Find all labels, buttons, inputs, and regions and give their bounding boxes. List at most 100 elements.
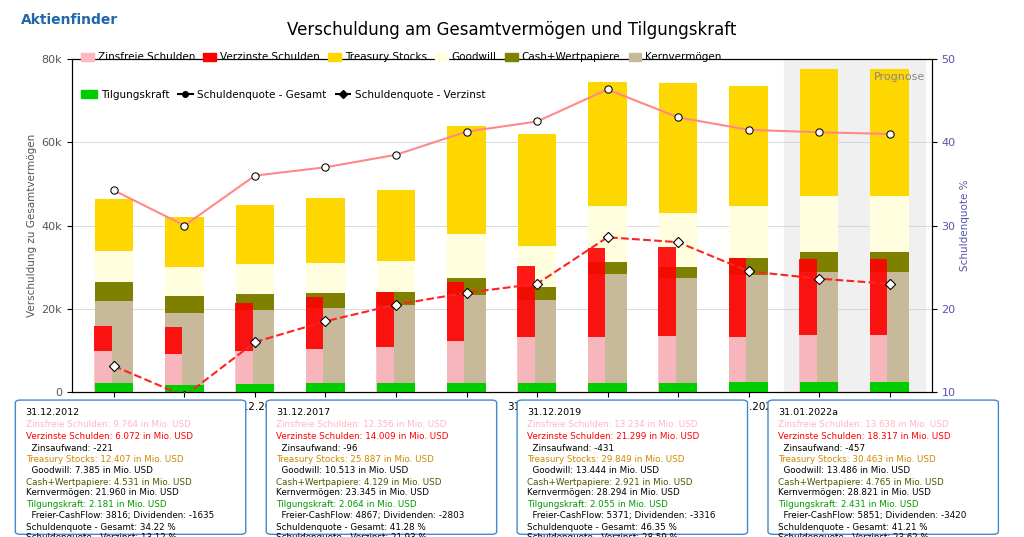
Point (317, 317, 334, 325)
Text: Cash+Wertpapiere: 4.129 in Mio. USD: Cash+Wertpapiere: 4.129 in Mio. USD (276, 478, 442, 487)
Bar (588, 337, 605, 392)
Bar (588, 274, 627, 392)
Point (740, 126, 757, 134)
Bar (800, 252, 839, 272)
Text: Schuldenquote - Gesamt: 41.21 %: Schuldenquote - Gesamt: 41.21 % (778, 523, 928, 532)
Text: Cash+Wertpapiere: 2.921 in Mio. USD: Cash+Wertpapiere: 2.921 in Mio. USD (527, 478, 693, 487)
Text: Kernvermögen: 28.294 in Mio. USD: Kernvermögen: 28.294 in Mio. USD (527, 489, 680, 497)
Bar (236, 264, 274, 294)
Point (811, 274, 827, 283)
Text: Prognose: Prognose (873, 72, 925, 82)
Bar (800, 196, 839, 252)
Text: Zinsfreie Schulden: 13.638 in Mio. USD: Zinsfreie Schulden: 13.638 in Mio. USD (778, 420, 949, 429)
Bar (377, 262, 416, 292)
Text: Cash+Wertpapiere: 4.531 in Mio. USD: Cash+Wertpapiere: 4.531 in Mio. USD (26, 478, 191, 487)
Bar (658, 278, 697, 392)
Text: Goodwill: 13.486 in Mio. USD: Goodwill: 13.486 in Mio. USD (778, 466, 910, 475)
Bar (783, 59, 925, 392)
Point (176, 221, 193, 230)
Bar (306, 263, 345, 293)
Bar (94, 282, 133, 301)
Bar (165, 296, 204, 314)
Point (528, 117, 545, 126)
Bar (306, 293, 345, 308)
Point (811, 128, 827, 136)
Bar (870, 382, 909, 392)
Text: Schuldenquote - Gesamt: 41.28 %: Schuldenquote - Gesamt: 41.28 % (276, 523, 426, 532)
Bar (658, 383, 697, 392)
Bar (658, 247, 676, 336)
Text: Schuldenquote - Verzinst: 21.93 %: Schuldenquote - Verzinst: 21.93 % (276, 533, 427, 537)
Text: Goodwill: 13.444 in Mio. USD: Goodwill: 13.444 in Mio. USD (527, 466, 659, 475)
Text: 31.12.2012: 31.12.2012 (26, 408, 80, 417)
Point (670, 238, 686, 246)
Bar (377, 305, 416, 392)
Bar (377, 292, 416, 305)
Y-axis label: Verschuldung zu Gesamtvermögen: Verschuldung zu Gesamtvermögen (28, 134, 37, 317)
Text: Tilgungskraft: 2.064 in Mio. USD: Tilgungskraft: 2.064 in Mio. USD (276, 500, 417, 509)
Text: Treasury Stocks: 25.887 in Mio. USD: Treasury Stocks: 25.887 in Mio. USD (276, 455, 434, 465)
Bar (306, 198, 345, 263)
Point (388, 150, 404, 159)
Bar (377, 190, 416, 262)
Point (528, 279, 545, 288)
Text: Treasury Stocks: 12.407 in Mio. USD: Treasury Stocks: 12.407 in Mio. USD (26, 455, 183, 465)
Text: Schuldenquote - Verzinst: 13.12 %: Schuldenquote - Verzinst: 13.12 % (26, 533, 176, 537)
Point (740, 126, 757, 134)
Bar (94, 301, 133, 392)
Bar (800, 272, 839, 392)
Text: 31.01.2022a: 31.01.2022a (778, 408, 839, 417)
Bar (447, 234, 486, 278)
Text: Zinsaufwand: -431: Zinsaufwand: -431 (527, 444, 614, 453)
Text: 31.12.2017: 31.12.2017 (276, 408, 331, 417)
Bar (94, 383, 133, 392)
Bar (236, 384, 274, 392)
Bar (236, 303, 253, 351)
Point (176, 392, 193, 401)
Point (317, 163, 334, 171)
Bar (306, 297, 324, 349)
Text: Goodwill: 7.385 in Mio. USD: Goodwill: 7.385 in Mio. USD (26, 466, 153, 475)
Bar (446, 282, 464, 340)
Text: Schuldenquote - Verzinst: 23.62 %: Schuldenquote - Verzinst: 23.62 % (778, 533, 929, 537)
Bar (588, 262, 627, 274)
Point (882, 279, 898, 288)
Bar (236, 351, 253, 392)
Text: Tilgungskraft: 2.055 in Mio. USD: Tilgungskraft: 2.055 in Mio. USD (527, 500, 669, 509)
Point (459, 288, 475, 297)
Bar (377, 292, 394, 347)
Text: Freier-CashFlow: 4867; Dividenden: -2803: Freier-CashFlow: 4867; Dividenden: -2803 (276, 511, 465, 520)
Text: Schuldenquote - Gesamt: 34.22 %: Schuldenquote - Gesamt: 34.22 % (26, 523, 175, 532)
Point (670, 113, 686, 121)
Point (811, 274, 827, 283)
Bar (517, 300, 556, 392)
Bar (800, 259, 817, 335)
Point (459, 127, 475, 136)
Bar (870, 335, 888, 392)
Text: Treasury Stocks: 30.463 in Mio. USD: Treasury Stocks: 30.463 in Mio. USD (778, 455, 936, 465)
Bar (447, 126, 486, 234)
Text: Tilgungskraft: 2.431 in Mio. USD: Tilgungskraft: 2.431 in Mio. USD (778, 500, 919, 509)
Point (459, 127, 475, 136)
Bar (377, 347, 394, 392)
Point (882, 279, 898, 288)
Bar (165, 326, 182, 354)
Point (388, 300, 404, 309)
Bar (588, 248, 605, 337)
Point (247, 171, 263, 180)
Point (811, 128, 827, 136)
Text: Goodwill: 10.513 in Mio. USD: Goodwill: 10.513 in Mio. USD (276, 466, 409, 475)
Bar (588, 82, 627, 206)
Point (247, 338, 263, 346)
Text: Verzinste Schulden: 6.072 in Mio. USD: Verzinste Schulden: 6.072 in Mio. USD (26, 432, 193, 441)
Point (317, 317, 334, 325)
Bar (377, 383, 416, 392)
Point (528, 117, 545, 126)
Bar (870, 69, 909, 196)
Bar (729, 258, 768, 275)
Bar (729, 258, 746, 337)
Bar (165, 267, 204, 296)
Y-axis label: Schuldenquote %: Schuldenquote % (959, 180, 970, 271)
Bar (658, 267, 697, 278)
Text: Zinsfreie Schulden: 9.764 in Mio. USD: Zinsfreie Schulden: 9.764 in Mio. USD (26, 420, 190, 429)
